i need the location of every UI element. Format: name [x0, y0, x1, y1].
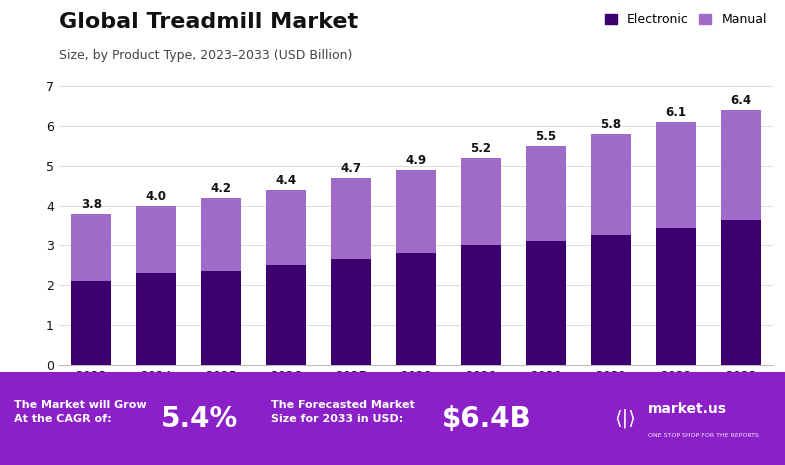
- Bar: [655, 122, 696, 227]
- Text: 4.0: 4.0: [146, 190, 166, 203]
- Bar: [526, 146, 566, 241]
- Bar: [331, 178, 371, 259]
- Text: 4.9: 4.9: [406, 154, 426, 167]
- Bar: [266, 266, 306, 365]
- Bar: [396, 253, 436, 365]
- Text: Size, by Product Type, 2023–2033 (USD Billion): Size, by Product Type, 2023–2033 (USD Bi…: [59, 49, 352, 62]
- Text: ⟨|⟩: ⟨|⟩: [614, 409, 636, 428]
- Legend: Electronic, Manual: Electronic, Manual: [604, 13, 767, 26]
- Text: 4.7: 4.7: [341, 162, 362, 175]
- Bar: [266, 190, 306, 266]
- Bar: [71, 213, 111, 281]
- Bar: [591, 134, 631, 235]
- Text: 3.8: 3.8: [81, 198, 102, 211]
- Bar: [721, 219, 761, 365]
- Text: 4.4: 4.4: [276, 174, 297, 187]
- Bar: [331, 259, 371, 365]
- Text: ONE STOP SHOP FOR THE REPORTS: ONE STOP SHOP FOR THE REPORTS: [648, 433, 758, 438]
- Bar: [201, 272, 241, 365]
- Bar: [721, 110, 761, 219]
- Text: 5.8: 5.8: [601, 118, 622, 131]
- Text: 5.5: 5.5: [535, 130, 557, 143]
- Text: $6.4B: $6.4B: [442, 405, 531, 432]
- Text: Global Treadmill Market: Global Treadmill Market: [59, 12, 358, 32]
- Text: 4.2: 4.2: [210, 182, 232, 195]
- Text: 6.4: 6.4: [730, 94, 751, 107]
- Bar: [461, 158, 501, 246]
- Bar: [136, 206, 177, 273]
- Bar: [655, 227, 696, 365]
- Text: 5.2: 5.2: [470, 142, 491, 155]
- Bar: [71, 281, 111, 365]
- Text: 6.1: 6.1: [666, 106, 686, 119]
- Text: The Forecasted Market
Size for 2033 in USD:: The Forecasted Market Size for 2033 in U…: [271, 400, 414, 424]
- Bar: [136, 273, 177, 365]
- Bar: [396, 170, 436, 253]
- Bar: [526, 241, 566, 365]
- Text: market.us: market.us: [648, 402, 727, 416]
- Bar: [201, 198, 241, 272]
- Bar: [461, 246, 501, 365]
- Bar: [591, 235, 631, 365]
- Text: 5.4%: 5.4%: [161, 405, 238, 432]
- Text: The Market will Grow
At the CAGR of:: The Market will Grow At the CAGR of:: [14, 400, 147, 424]
